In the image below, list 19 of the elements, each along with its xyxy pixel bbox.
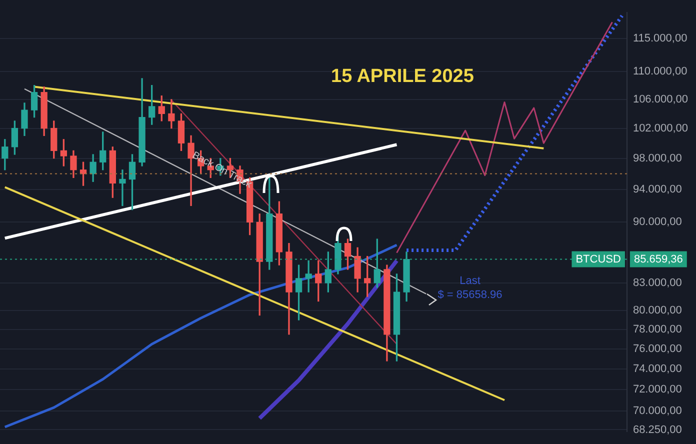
y-tick-label: 94.000,00 [632,184,682,196]
y-tick-label: 76.000,00 [632,343,682,356]
y-tick-label: 83.000,00 [632,276,682,289]
y-tick-label: 106.000,00 [632,93,688,106]
y-tick-label: 72.000,00 [632,384,682,396]
annotation: Last $ = 85658.96 [438,275,502,302]
y-tick-label: 102.000,00 [632,122,688,134]
y-tick-label: 90.000,00 [632,216,682,228]
y-tick-label: 74.000,00 [632,363,682,376]
annotation: BTCUSD [576,253,621,266]
y-tick-label: 80.000,00 [632,304,682,317]
y-tick-label: 68.250,00 [632,424,682,436]
text: 15 APRILE 2025 [331,66,474,88]
y-tick-label: 70.000,00 [632,404,682,417]
y-tick-label: 98.000,00 [632,152,682,164]
y-tick-label: 115.000,00 [632,32,688,44]
y-tick-label: 78.000,00 [632,324,682,336]
y-tick-label: 110.000,00 [632,66,688,78]
ref-line-label: 85.659,36 [634,253,683,266]
